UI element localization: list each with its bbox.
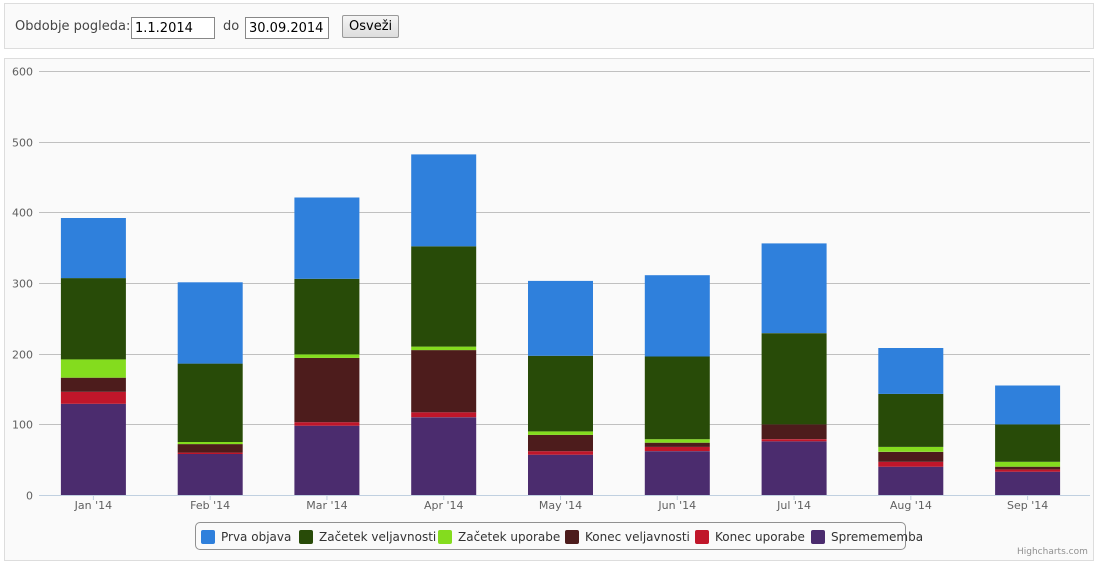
bar-segment — [411, 246, 477, 347]
bar-segment — [878, 466, 944, 495]
date-to-input[interactable] — [245, 17, 329, 39]
y-tick-label: 400 — [12, 207, 33, 220]
bar-segment — [644, 451, 710, 495]
bar-segment — [644, 356, 710, 440]
x-tick-label: Sep '14 — [1007, 499, 1048, 512]
bar-segment — [60, 359, 126, 378]
bar-segment — [528, 431, 593, 435]
legend-swatch — [811, 530, 825, 544]
bar-segment — [761, 439, 827, 442]
bar-segment — [60, 403, 126, 495]
bar-segment — [878, 348, 944, 394]
x-tick-label: Jul '14 — [776, 499, 811, 512]
bar-segment — [995, 471, 1061, 495]
y-tick-label: 500 — [12, 137, 33, 150]
bar-segment — [995, 385, 1061, 425]
bar-segment — [411, 412, 477, 418]
legend-label: Konec uporabe — [715, 530, 805, 544]
legend-label: Prva objava — [221, 530, 292, 544]
bar-segment — [177, 442, 243, 445]
bar-segment — [60, 391, 126, 404]
bar-segment — [995, 461, 1061, 467]
bar-segment — [411, 154, 477, 247]
legend-swatch — [299, 530, 313, 544]
bar-segment — [177, 454, 243, 495]
bar-segment — [294, 425, 360, 495]
x-tick-label: Apr '14 — [424, 499, 464, 512]
bar-segment — [60, 377, 126, 392]
y-tick-label: 300 — [12, 278, 33, 291]
bar-segment — [644, 442, 710, 447]
x-tick-label: May '14 — [539, 499, 582, 512]
bar-segment — [411, 417, 477, 495]
chart-legend: Prva objava Začetek veljavnosti Začetek up… — [195, 522, 923, 550]
bar-segment — [761, 441, 827, 495]
bar-segment — [761, 424, 827, 440]
date-from-input[interactable] — [131, 17, 215, 39]
bar-segment — [528, 451, 593, 455]
bar-segment — [528, 434, 593, 452]
x-tick-label: Jan '14 — [74, 499, 112, 512]
bar-segment — [177, 452, 243, 454]
bar-segment — [294, 197, 360, 279]
bar-segment — [177, 282, 243, 364]
legend-label: Začetek veljavnosti — [319, 530, 437, 544]
bar-segment — [528, 454, 593, 495]
bar-segment — [878, 461, 944, 467]
x-tick-label: Aug '14 — [890, 499, 932, 512]
bar-segment — [761, 333, 827, 425]
x-tick-label: Mar '14 — [306, 499, 347, 512]
x-tick-label: Feb '14 — [190, 499, 230, 512]
filter-panel: Obdobje pogleda: do Osveži — [4, 3, 1094, 49]
bar-segment — [294, 278, 360, 355]
legend-swatch — [438, 530, 452, 544]
y-tick-label: 600 — [12, 66, 33, 79]
period-label: Obdobje pogleda: — [15, 19, 131, 34]
bar-segment — [528, 355, 593, 432]
y-tick-label: 200 — [12, 349, 33, 362]
x-tick-label: Jun '14 — [657, 499, 696, 512]
bar-segment — [177, 444, 243, 453]
bar-segment — [995, 469, 1061, 472]
bar-segment — [411, 350, 477, 413]
bar-segment — [644, 439, 710, 443]
y-tick-label: 100 — [12, 419, 33, 432]
bar-segment — [995, 466, 1061, 470]
y-tick-label: 0 — [26, 490, 33, 503]
bar-segment — [411, 346, 477, 351]
legend-label: Začetek uporabe — [458, 530, 561, 544]
legend-label: Konec veljavnosti — [585, 530, 690, 544]
bar-segment — [60, 278, 126, 360]
bar-segment — [528, 280, 593, 356]
bar-segment — [294, 354, 360, 358]
bar-segment — [294, 422, 360, 426]
bar-segment — [878, 393, 944, 447]
bar-segment — [644, 446, 710, 452]
bar-segment — [878, 451, 944, 462]
bar-segment — [294, 357, 360, 423]
bar-segment — [60, 218, 126, 279]
bar-segment — [878, 446, 944, 452]
legend-swatch — [201, 530, 215, 544]
to-label: do — [223, 19, 240, 34]
bar-segment — [644, 275, 710, 357]
legend-swatch — [695, 530, 709, 544]
bar-segment — [177, 363, 243, 442]
legend-label: Spremememba — [831, 530, 924, 544]
refresh-button[interactable]: Osveži — [342, 15, 400, 38]
legend-swatch — [565, 530, 579, 544]
bar-segment — [995, 424, 1061, 462]
bar-segment — [761, 243, 827, 334]
highcharts-credits[interactable]: Highcharts.com — [1017, 547, 1088, 557]
